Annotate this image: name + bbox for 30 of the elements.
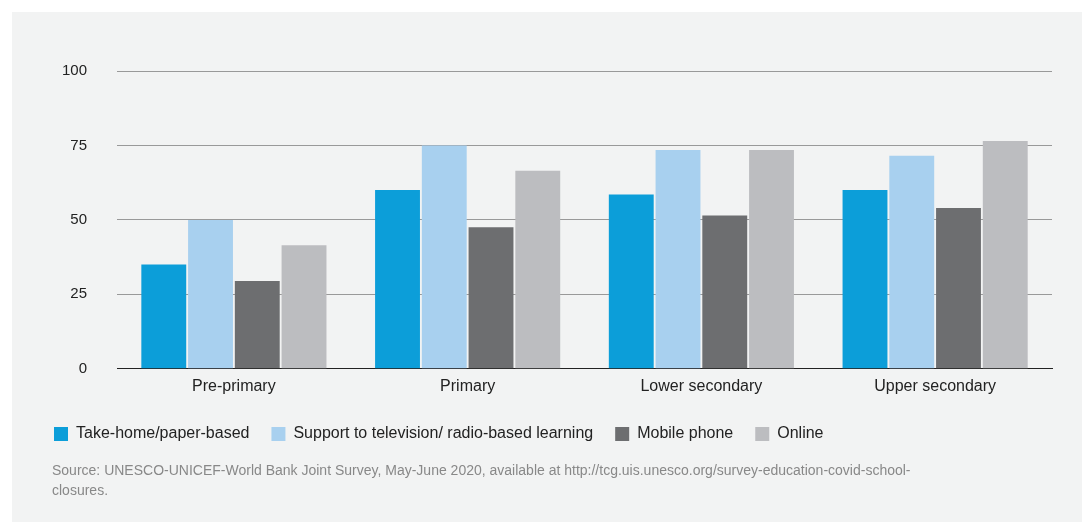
legend-label: Support to television/ radio-based learning <box>293 424 594 442</box>
y-tick-label: 75 <box>70 135 88 153</box>
bar <box>281 245 327 369</box>
y-tick-label: 50 <box>70 210 88 228</box>
bar <box>468 227 514 369</box>
x-tick-label: Lower secondary <box>640 376 763 394</box>
y-tick-label: 100 <box>62 61 88 79</box>
legend-label: Online <box>777 424 824 442</box>
bar <box>141 264 187 369</box>
bar <box>421 145 467 369</box>
bar <box>702 215 748 369</box>
bar <box>889 155 935 369</box>
bar <box>234 280 280 369</box>
y-tick-label: 25 <box>70 284 88 302</box>
bar <box>515 170 561 369</box>
bar <box>842 190 888 369</box>
bar <box>188 219 233 369</box>
source-note: Source: UNESCO-UNICEF-World Bank Joint Survey, May-June 2020, available at http://tcg.uis.unesco.org/survey-education-covid-school-closures. <box>52 461 912 500</box>
bar <box>749 149 794 369</box>
bar <box>655 149 701 369</box>
bar <box>608 194 654 369</box>
legend-label: Take-home/paper-based <box>76 424 250 442</box>
x-tick-label: Pre-primary <box>192 376 276 394</box>
x-tick-label: Upper secondary <box>874 376 997 394</box>
bar <box>982 140 1028 369</box>
y-tick-label: 0 <box>78 358 88 376</box>
bar <box>375 190 420 369</box>
bar <box>936 207 981 369</box>
x-tick-label: Primary <box>440 376 496 394</box>
legend-label: Mobile phone <box>637 424 734 442</box>
